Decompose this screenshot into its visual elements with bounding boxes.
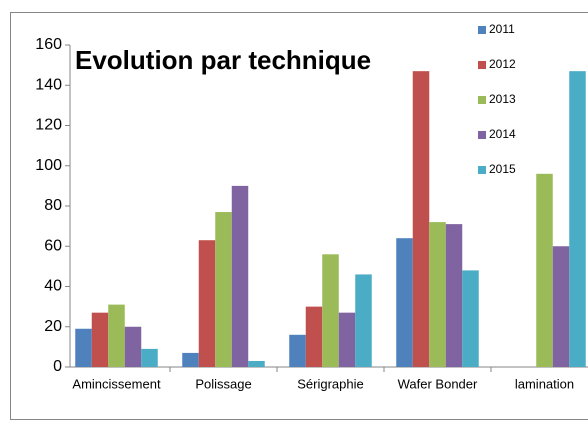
bar [536, 173, 553, 367]
bar [355, 274, 372, 367]
y-tick-label: 160 [35, 36, 62, 53]
legend-label: 2015 [489, 162, 516, 176]
bar [198, 240, 216, 367]
x-tick-label: Wafer Bonder [398, 376, 478, 391]
bar [248, 360, 265, 367]
bar [412, 71, 430, 367]
y-tick-label: 140 [35, 76, 62, 93]
y-tick-label: 100 [35, 157, 62, 174]
bar [108, 304, 125, 367]
bar [322, 254, 339, 367]
bar [141, 348, 158, 367]
bar [289, 334, 306, 367]
bar [429, 222, 446, 367]
x-tick-label: Amincissement [72, 376, 161, 391]
bar [124, 326, 142, 367]
y-tick-label: 120 [35, 117, 62, 134]
bar [445, 224, 463, 367]
bar [462, 270, 479, 367]
legend-label: 2011 [489, 22, 515, 36]
legend-swatch [478, 131, 486, 139]
bar [338, 312, 356, 367]
bar [305, 306, 323, 367]
y-tick-label: 20 [44, 318, 62, 335]
bar [75, 328, 92, 367]
y-tick-label: 0 [53, 358, 62, 375]
x-tick-label: lamination [515, 376, 574, 391]
legend-label: 2014 [489, 127, 516, 141]
bar [215, 212, 232, 367]
y-tick-label: 80 [44, 197, 62, 214]
bar [91, 312, 109, 367]
y-tick-label: 40 [44, 278, 62, 295]
legend-swatch [478, 26, 486, 34]
x-tick-label: Polissage [195, 376, 251, 391]
bar [182, 352, 199, 367]
chart-title: Evolution par technique [75, 45, 371, 75]
legend-label: 2012 [489, 57, 516, 71]
legend-label: 2013 [489, 92, 516, 106]
bar [396, 238, 413, 367]
y-tick-label: 60 [44, 237, 62, 254]
bar [231, 185, 249, 367]
legend-swatch [478, 96, 486, 104]
legend-swatch [478, 61, 486, 69]
bar [552, 246, 570, 367]
legend-swatch [478, 166, 486, 174]
x-tick-label: Sérigraphie [297, 376, 364, 391]
bar [569, 71, 586, 367]
